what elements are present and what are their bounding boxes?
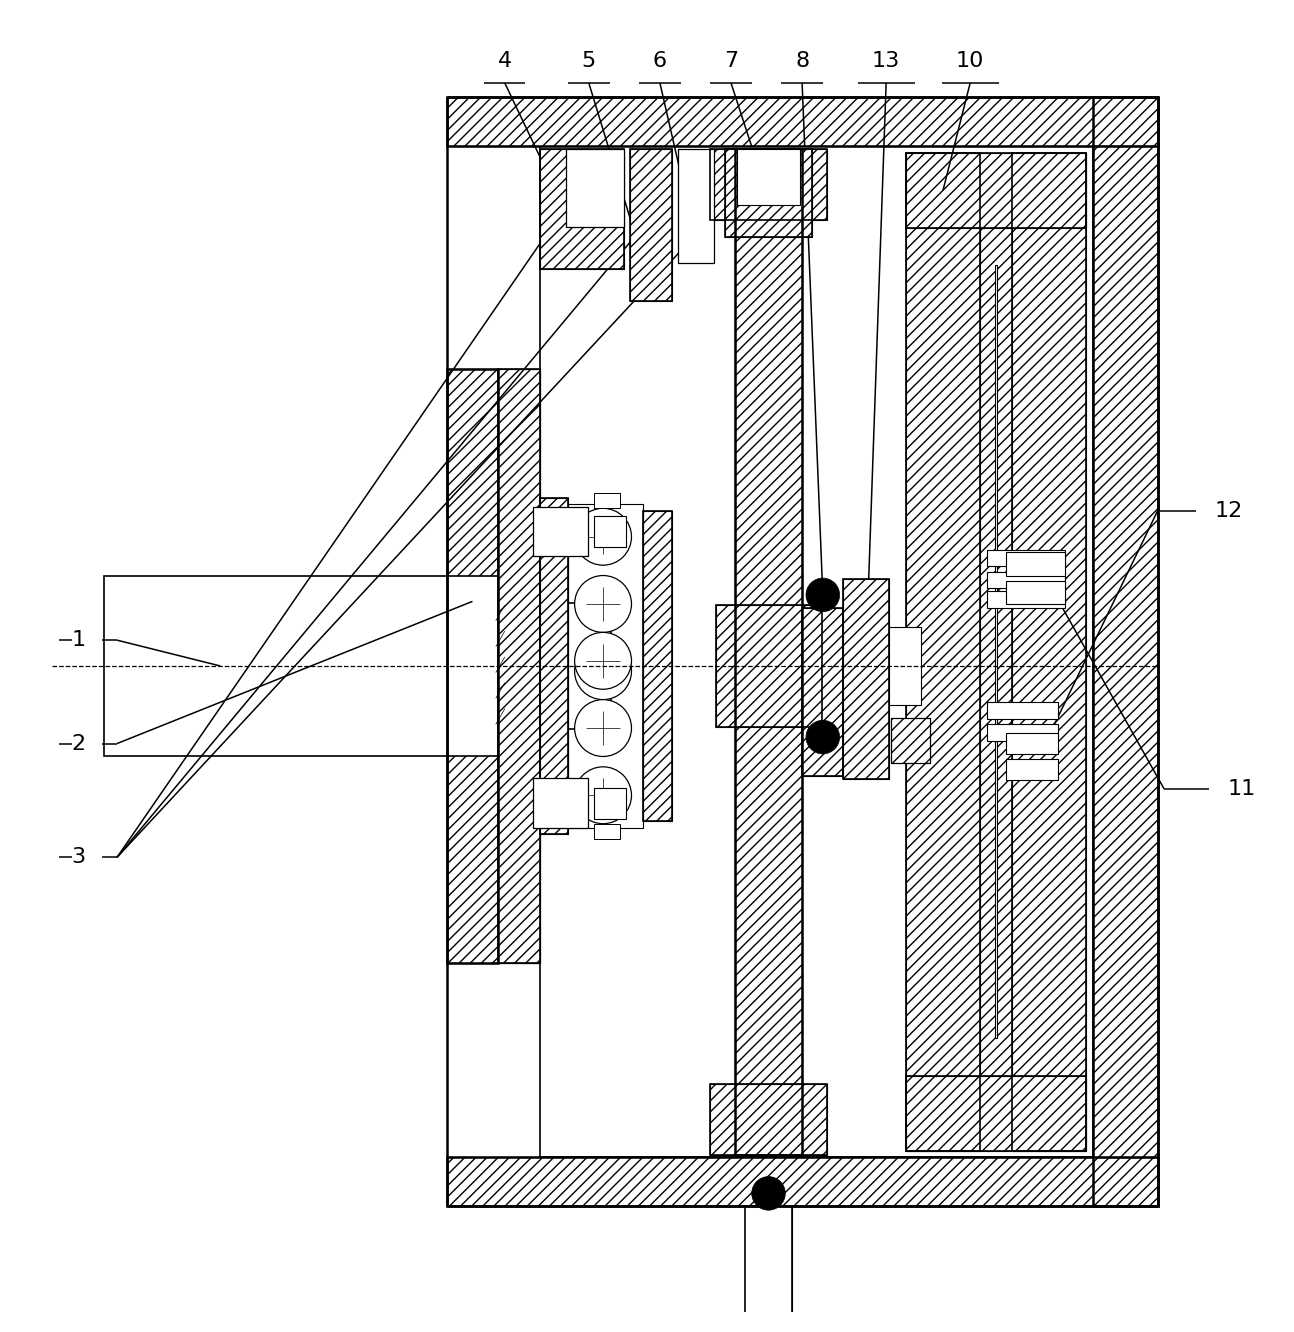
Bar xyxy=(987,702,1058,719)
Bar xyxy=(540,149,624,269)
Bar xyxy=(446,97,1158,147)
Bar xyxy=(540,602,611,730)
Bar xyxy=(710,149,827,220)
Text: 6: 6 xyxy=(653,51,666,71)
Bar xyxy=(745,1207,792,1332)
Bar xyxy=(906,1076,1087,1151)
Bar xyxy=(540,498,568,834)
Circle shape xyxy=(806,721,840,754)
Text: 4: 4 xyxy=(498,51,512,71)
Text: 13: 13 xyxy=(872,51,901,71)
Bar xyxy=(844,578,889,779)
Bar xyxy=(906,1076,1087,1151)
Circle shape xyxy=(806,578,840,611)
Bar xyxy=(906,153,1087,228)
Bar xyxy=(1007,553,1065,575)
Bar xyxy=(710,149,827,220)
Bar xyxy=(533,778,587,827)
Bar xyxy=(889,627,921,705)
Bar xyxy=(710,147,827,149)
Bar xyxy=(630,149,672,301)
Bar xyxy=(446,1158,1158,1207)
Bar xyxy=(725,149,813,237)
Text: 3: 3 xyxy=(71,847,85,867)
Bar xyxy=(643,511,672,821)
Bar xyxy=(892,630,919,702)
Bar xyxy=(906,153,1087,228)
Bar xyxy=(928,176,1064,1128)
Text: 11: 11 xyxy=(1228,779,1255,799)
Bar xyxy=(892,718,930,763)
Bar xyxy=(892,718,930,763)
Text: 7: 7 xyxy=(723,51,738,71)
Bar xyxy=(710,1083,827,1155)
Bar xyxy=(446,369,498,963)
Bar xyxy=(533,507,587,557)
Bar xyxy=(725,149,813,237)
Bar xyxy=(906,153,981,1151)
Bar xyxy=(678,149,714,262)
Bar xyxy=(802,607,844,775)
Bar xyxy=(716,605,822,727)
Bar xyxy=(735,149,802,1155)
Bar xyxy=(498,369,540,963)
Bar xyxy=(1012,153,1087,1151)
Bar xyxy=(738,149,800,205)
Circle shape xyxy=(575,633,631,689)
Bar xyxy=(1093,147,1158,1158)
Bar xyxy=(630,149,672,301)
Bar xyxy=(1007,759,1058,779)
Bar xyxy=(446,369,498,963)
Circle shape xyxy=(575,643,631,699)
Text: 12: 12 xyxy=(1215,501,1242,521)
Bar xyxy=(906,153,981,1151)
Text: 2: 2 xyxy=(71,734,85,754)
Bar xyxy=(594,787,626,819)
Bar xyxy=(987,591,1065,607)
Text: 5: 5 xyxy=(582,51,597,71)
Bar xyxy=(928,176,1064,1128)
Bar xyxy=(802,607,844,775)
Text: 1: 1 xyxy=(71,630,85,650)
Bar xyxy=(594,823,620,839)
Bar xyxy=(1007,581,1065,603)
Bar xyxy=(844,578,889,779)
Bar xyxy=(643,511,672,821)
Bar xyxy=(735,149,802,1155)
Bar xyxy=(540,147,1093,1158)
Circle shape xyxy=(752,1176,785,1211)
Bar xyxy=(540,498,568,834)
Bar xyxy=(446,1158,1158,1207)
Bar xyxy=(540,149,624,269)
Bar xyxy=(104,575,498,757)
Bar xyxy=(565,149,624,226)
Bar xyxy=(710,1083,827,1155)
Bar xyxy=(1093,97,1158,1207)
Bar xyxy=(568,505,643,827)
Bar xyxy=(987,571,1065,589)
Bar xyxy=(678,149,714,262)
Circle shape xyxy=(575,699,631,757)
Bar xyxy=(987,725,1058,741)
Bar xyxy=(987,550,1065,566)
Bar xyxy=(716,605,822,727)
Bar xyxy=(981,228,1012,1076)
Bar xyxy=(594,515,626,547)
Text: 10: 10 xyxy=(956,51,985,71)
Circle shape xyxy=(575,509,631,565)
Bar xyxy=(533,507,587,557)
Bar xyxy=(533,778,587,827)
Bar xyxy=(446,97,1158,147)
Circle shape xyxy=(575,767,631,823)
Bar xyxy=(745,1207,792,1332)
Bar xyxy=(594,493,620,509)
Text: 8: 8 xyxy=(795,51,809,71)
Bar xyxy=(1007,733,1058,754)
Bar xyxy=(1012,153,1087,1151)
Circle shape xyxy=(575,575,631,633)
Bar xyxy=(498,369,540,963)
